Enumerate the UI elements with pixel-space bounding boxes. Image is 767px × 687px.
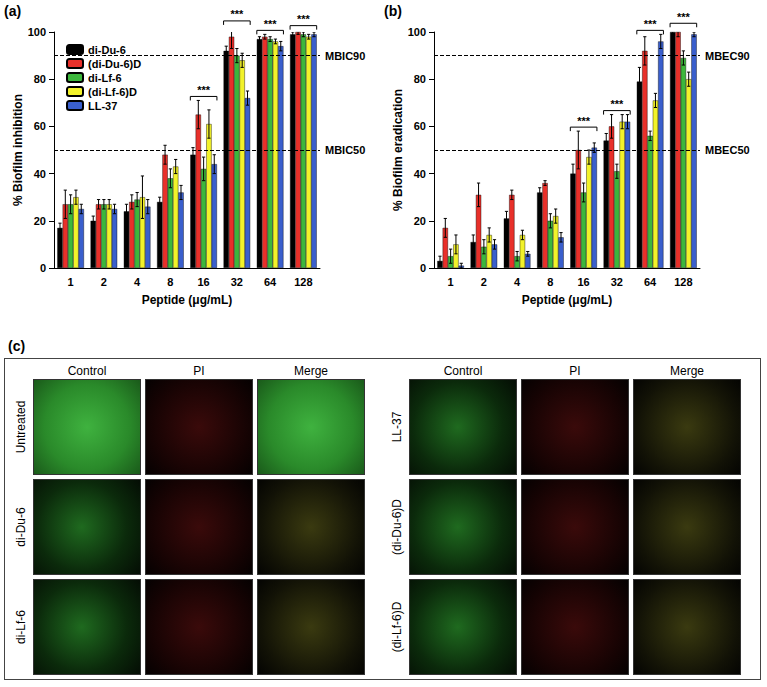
svg-text:64: 64 [644, 276, 657, 288]
svg-text:64: 64 [264, 276, 277, 288]
html-text:Control: Control [67, 364, 107, 378]
svg-text:1: 1 [448, 276, 454, 288]
svg-text:80: 80 [34, 73, 46, 85]
svg-text:***: *** [197, 84, 211, 96]
svg-text:60: 60 [414, 120, 426, 132]
svg-text:LL-37: LL-37 [88, 100, 117, 112]
html-text:PI: PI [569, 364, 581, 378]
svg-text:4: 4 [134, 276, 141, 288]
svg-text:% Biofilm eradication: % Biofilm eradication [391, 89, 405, 211]
svg-text:***: *** [264, 18, 278, 30]
svg-text:4: 4 [514, 276, 521, 288]
html-text:di-Lf-6: di-Lf-6 [14, 610, 28, 644]
svg-text:2: 2 [101, 276, 107, 288]
html-text:(di-Du-6)D: (di-Du-6)D [390, 499, 404, 555]
svg-text:Peptide (μg/mL): Peptide (μg/mL) [142, 293, 233, 307]
svg-text:MBIC90: MBIC90 [325, 50, 365, 62]
svg-text:***: *** [677, 11, 691, 23]
svg-text:***: *** [610, 98, 624, 110]
html-text:Control: Control [443, 364, 483, 378]
svg-text:40: 40 [34, 168, 46, 180]
svg-text:0: 0 [420, 262, 426, 274]
html-text:Merge: Merge [670, 364, 704, 378]
svg-text:di-Du-6: di-Du-6 [88, 44, 126, 56]
svg-text:80: 80 [414, 73, 426, 85]
html-text:(di-Lf-6)D: (di-Lf-6)D [390, 601, 404, 653]
html-text:(c): (c) [8, 338, 26, 354]
html-text:di-Du-6: di-Du-6 [14, 507, 28, 547]
html-text:Untreated: Untreated [14, 400, 28, 454]
svg-text:40: 40 [414, 168, 426, 180]
svg-text:MBIC50: MBIC50 [325, 144, 365, 156]
html-text:PI: PI [193, 364, 205, 378]
svg-text:***: *** [577, 115, 591, 127]
svg-text:32: 32 [611, 276, 623, 288]
svg-text:(a): (a) [4, 3, 21, 19]
svg-text:(b): (b) [384, 3, 402, 19]
svg-text:***: *** [230, 8, 244, 20]
svg-text:60: 60 [34, 120, 46, 132]
html-text:LL-37: LL-37 [390, 411, 404, 443]
svg-text:(di-Lf-6)D: (di-Lf-6)D [88, 86, 137, 98]
svg-text:MBEC90: MBEC90 [705, 50, 750, 62]
svg-text:1: 1 [68, 276, 74, 288]
svg-text:8: 8 [547, 276, 553, 288]
svg-text:128: 128 [674, 276, 692, 288]
svg-text:20: 20 [414, 215, 426, 227]
svg-text:MBEC50: MBEC50 [705, 144, 750, 156]
svg-text:di-Lf-6: di-Lf-6 [88, 72, 122, 84]
svg-text:100: 100 [28, 26, 46, 38]
svg-text:128: 128 [294, 276, 312, 288]
svg-text:***: *** [644, 18, 658, 30]
svg-text:8: 8 [167, 276, 173, 288]
svg-text:0: 0 [40, 262, 46, 274]
html-text:Merge: Merge [294, 364, 328, 378]
svg-text:16: 16 [578, 276, 590, 288]
svg-text:Peptide (μg/mL): Peptide (μg/mL) [522, 293, 613, 307]
svg-text:32: 32 [231, 276, 243, 288]
svg-text:2: 2 [481, 276, 487, 288]
svg-text:***: *** [297, 13, 311, 25]
svg-text:% Biofilm inhibition: % Biofilm inhibition [11, 94, 25, 206]
svg-text:16: 16 [198, 276, 210, 288]
svg-text:100: 100 [408, 26, 426, 38]
svg-text:20: 20 [34, 215, 46, 227]
svg-text:(di-Du-6)D: (di-Du-6)D [88, 58, 141, 70]
